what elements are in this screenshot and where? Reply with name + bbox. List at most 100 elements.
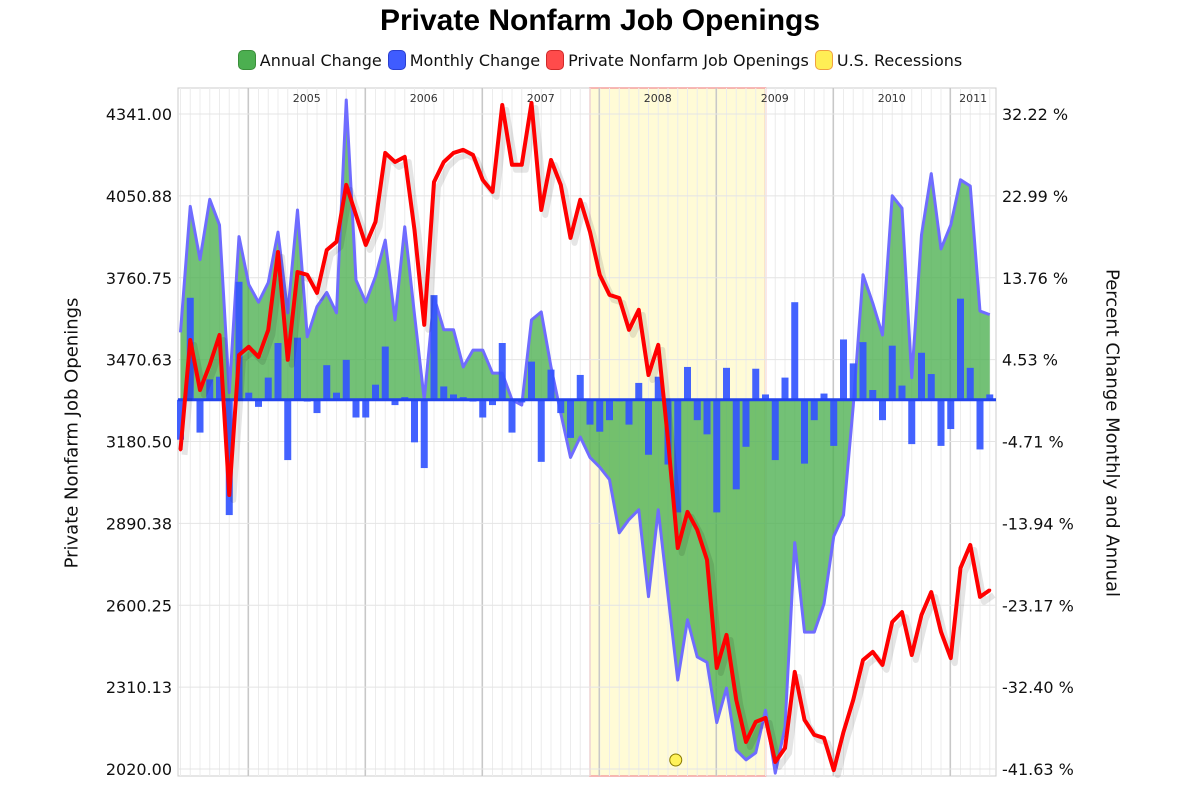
job-openings-point bbox=[910, 653, 914, 657]
job-openings-point bbox=[510, 163, 514, 167]
legend-label: Monthly Change bbox=[409, 50, 541, 70]
job-openings-point bbox=[354, 213, 358, 217]
job-openings-point bbox=[413, 228, 416, 232]
monthly-change-bar bbox=[674, 399, 682, 513]
monthly-change-bar bbox=[684, 366, 691, 400]
job-openings-point bbox=[325, 248, 329, 252]
job-openings-point bbox=[403, 155, 407, 159]
job-openings-shadow bbox=[181, 104, 996, 779]
monthly-change-bar bbox=[381, 346, 389, 400]
job-openings-point bbox=[442, 160, 446, 164]
monthly-change-bar bbox=[703, 399, 711, 435]
monthly-change-bar bbox=[245, 392, 253, 400]
job-openings-point bbox=[491, 190, 494, 194]
monthly-change-bar bbox=[606, 399, 613, 421]
job-openings-point bbox=[422, 323, 426, 327]
job-openings-line bbox=[178, 100, 991, 773]
job-openings-point bbox=[686, 510, 689, 514]
legend-item-monthly-change[interactable]: Monthly Change bbox=[387, 50, 541, 70]
legend-item-annual-change[interactable]: Annual Change bbox=[237, 50, 382, 70]
job-openings-point bbox=[647, 373, 650, 377]
job-openings-point bbox=[481, 178, 485, 182]
monthly-change-bar bbox=[771, 399, 779, 461]
y-tick-label-left: 4341.00 bbox=[106, 105, 172, 124]
monthly-change-bar bbox=[986, 394, 994, 400]
monthly-change-bar bbox=[547, 369, 555, 400]
monthly-change-bar bbox=[352, 399, 360, 418]
monthly-change-bar bbox=[440, 386, 448, 400]
monthly-change-bar bbox=[635, 382, 643, 400]
x-tick-label: 2005 bbox=[293, 92, 321, 105]
job-openings-point bbox=[939, 630, 943, 634]
job-openings-point bbox=[861, 658, 865, 662]
job-openings-point bbox=[920, 613, 923, 617]
legend-swatch-openings bbox=[546, 50, 565, 70]
job-openings-point bbox=[617, 296, 621, 300]
monthly-change-bar bbox=[879, 399, 886, 421]
job-openings-point bbox=[871, 650, 875, 654]
x-tick-label: 2010 bbox=[878, 92, 906, 105]
job-openings-point bbox=[452, 151, 455, 155]
job-openings-point bbox=[734, 698, 738, 702]
y-tick-label-right: 4.53 % bbox=[1002, 351, 1058, 370]
monthly-change-bar bbox=[937, 399, 945, 446]
monthly-change-bar bbox=[450, 394, 457, 400]
legend-swatch-recessions bbox=[814, 50, 833, 70]
legend-label: U.S. Recessions bbox=[836, 50, 963, 70]
job-openings-point bbox=[198, 388, 202, 392]
y-tick-label-right: -41.63 % bbox=[1002, 760, 1074, 779]
monthly-change-bar bbox=[528, 361, 535, 400]
y-tick-label-right: 32.22 % bbox=[1002, 105, 1068, 124]
x-tick-label: 2007 bbox=[527, 92, 555, 105]
monthly-change-bar bbox=[177, 399, 184, 440]
job-openings-point bbox=[705, 558, 709, 562]
monthly-change-bar bbox=[869, 390, 877, 400]
job-openings-point bbox=[881, 663, 884, 667]
recession-marker-icon bbox=[669, 753, 683, 767]
legend-item-recessions[interactable]: U.S. Recessions bbox=[814, 50, 963, 70]
job-openings-point bbox=[676, 546, 680, 550]
job-openings-point bbox=[257, 355, 260, 359]
y-tick-label-left: 3470.63 bbox=[106, 351, 172, 370]
job-openings-point bbox=[383, 151, 387, 155]
legend-item-job-openings[interactable]: Private Nonfarm Job Openings bbox=[546, 50, 809, 70]
job-openings-point bbox=[276, 250, 280, 254]
job-openings-point bbox=[764, 716, 767, 720]
y-tick-label-left: 2890.38 bbox=[106, 514, 172, 533]
y-tick-label-left: 2600.25 bbox=[106, 596, 172, 615]
y-tick-label-right: -13.94 % bbox=[1002, 514, 1074, 533]
job-openings-point bbox=[315, 291, 319, 295]
y-tick-label-left: 3760.75 bbox=[106, 269, 172, 288]
monthly-change-bar bbox=[557, 399, 565, 414]
monthly-change-bar bbox=[391, 399, 399, 406]
y-tick-label-right: -4.71 % bbox=[1002, 433, 1064, 452]
monthly-change-bar bbox=[840, 339, 847, 400]
job-openings-point bbox=[188, 338, 192, 342]
monthly-change-bar bbox=[333, 392, 340, 400]
monthly-change-bar bbox=[196, 399, 204, 433]
job-openings-point bbox=[393, 160, 397, 164]
job-openings-point bbox=[754, 720, 758, 724]
monthly-change-bar bbox=[966, 367, 974, 400]
legend-swatch-monthly bbox=[387, 50, 406, 70]
monthly-change-bar bbox=[294, 337, 301, 400]
job-openings-point bbox=[520, 163, 524, 167]
legend: Annual Change Monthly Change Private Non… bbox=[0, 50, 1200, 70]
monthly-change-bar bbox=[235, 281, 243, 400]
job-openings-point bbox=[988, 588, 992, 592]
job-openings-point bbox=[500, 103, 504, 107]
job-openings-point bbox=[803, 718, 806, 722]
legend-label: Private Nonfarm Job Openings bbox=[568, 50, 809, 70]
monthly-change-bar bbox=[820, 393, 828, 400]
monthly-change-bar bbox=[723, 367, 730, 400]
monthly-change-bar bbox=[801, 399, 808, 464]
monthly-change-bar bbox=[372, 384, 379, 400]
monthly-change-bar bbox=[781, 377, 789, 400]
job-openings-point bbox=[695, 528, 699, 532]
job-openings-point bbox=[588, 230, 592, 234]
legend-label: Annual Change bbox=[259, 50, 382, 70]
monthly-change-bar bbox=[255, 399, 262, 407]
job-openings-point bbox=[666, 438, 670, 442]
job-openings-point bbox=[783, 746, 787, 750]
